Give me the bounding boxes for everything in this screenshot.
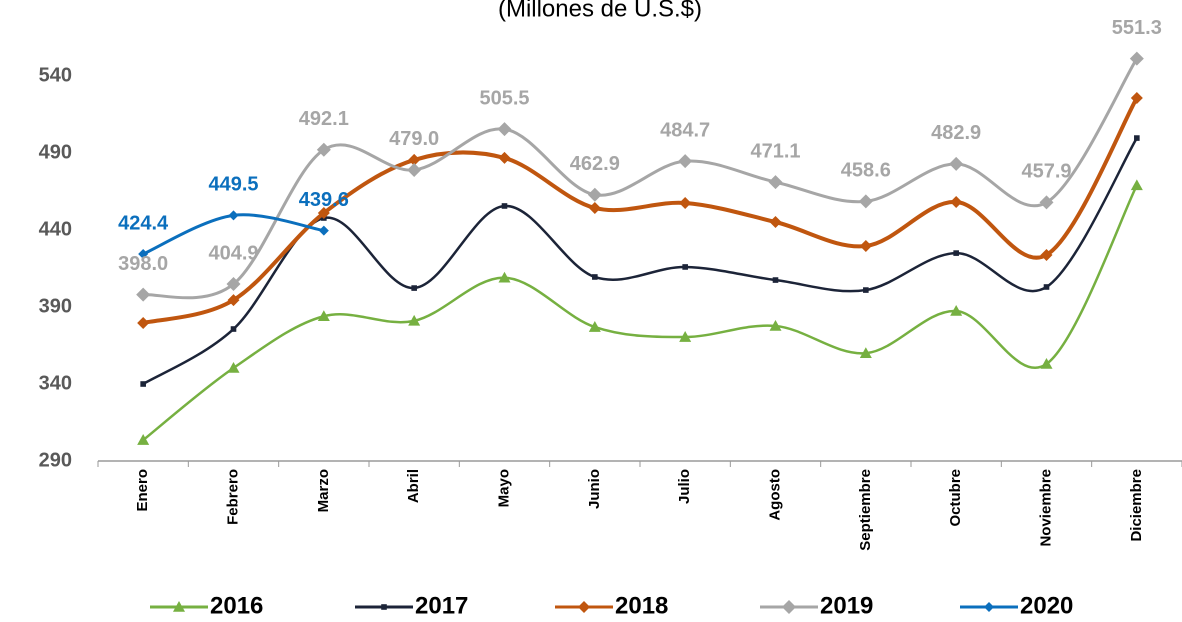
data-point [140, 381, 146, 387]
data-label: 492.1 [299, 108, 349, 130]
data-label: 484.7 [660, 119, 710, 141]
series-line [142, 57, 1139, 300]
data-point [228, 210, 239, 221]
y-tick-label: 440 [39, 218, 72, 240]
series-line [142, 137, 1138, 386]
data-point [769, 319, 782, 331]
x-tick-label: Abril [405, 469, 422, 503]
data-label: 457.9 [1021, 161, 1071, 183]
legend-label: 2016 [210, 592, 263, 619]
y-tick-label: 490 [39, 141, 72, 163]
data-point [407, 162, 422, 177]
legend-label: 2017 [415, 592, 468, 619]
data-point [1040, 248, 1053, 261]
legend-marker [984, 602, 994, 612]
data-point [949, 156, 964, 171]
x-tick-label: Septiembre [857, 469, 874, 551]
data-point [1043, 284, 1050, 290]
data-label: 439.6 [299, 189, 349, 211]
data-point [317, 207, 330, 220]
x-tick-label: Junio [586, 469, 603, 509]
data-label: 398.0 [118, 253, 168, 275]
x-tick-label: Diciembre [1128, 469, 1145, 542]
y-tick-label: 390 [39, 295, 72, 317]
data-point [137, 434, 150, 445]
x-tick-label: Noviembre [1037, 469, 1054, 547]
data-point [863, 287, 869, 293]
data-point [678, 154, 693, 169]
data-point [859, 347, 872, 358]
data-point [1129, 51, 1144, 66]
data-point [950, 305, 963, 316]
data-point [498, 151, 511, 164]
data-point [498, 271, 511, 283]
data-point [138, 249, 149, 260]
x-tick-label: Octubre [947, 469, 964, 527]
data-label: 458.6 [841, 160, 891, 182]
data-point [230, 326, 237, 332]
data-point [592, 274, 598, 280]
series-line [142, 184, 1138, 442]
series-line [142, 97, 1139, 325]
data-point [769, 215, 782, 228]
data-point [679, 197, 692, 210]
data-point [226, 277, 241, 292]
data-point [588, 201, 601, 214]
x-tick-label: Agosto [766, 469, 783, 521]
legend-label: 2019 [820, 592, 873, 619]
data-point [136, 287, 151, 302]
chart-subtitle: (Millones de U.S.$) [498, 0, 702, 22]
data-point [950, 195, 963, 208]
legend-marker [782, 600, 796, 614]
legend-label: 2018 [615, 592, 668, 619]
data-point [588, 321, 601, 332]
legend-marker [381, 604, 387, 610]
data-point [316, 142, 331, 157]
data-point [1039, 195, 1054, 210]
data-point [501, 203, 508, 209]
data-point [411, 285, 417, 291]
data-point [1040, 357, 1053, 369]
x-tick-label: Marzo [315, 469, 332, 512]
data-label: 462.9 [570, 153, 620, 175]
data-point [772, 277, 779, 283]
data-point [1130, 179, 1143, 191]
data-label: 449.5 [208, 174, 258, 196]
data-label: 471.1 [750, 140, 800, 162]
legend-label: 2020 [1020, 592, 1073, 619]
data-point [859, 240, 872, 253]
data-point [408, 153, 421, 166]
data-point [227, 361, 240, 373]
legend-marker [578, 601, 590, 613]
x-tick-label: Julio [676, 469, 693, 504]
data-point [768, 175, 783, 190]
x-tick-label: Febrero [224, 469, 241, 525]
legend-marker [173, 601, 185, 612]
data-point [679, 331, 692, 342]
data-label: 482.9 [931, 122, 981, 144]
data-point [1134, 135, 1140, 141]
data-point [858, 194, 873, 209]
y-tick-label: 340 [39, 372, 72, 394]
data-point [137, 317, 150, 330]
data-label: 505.5 [479, 87, 529, 109]
data-point [682, 264, 688, 270]
data-point [587, 187, 602, 202]
data-point [227, 294, 240, 307]
data-point [953, 250, 959, 256]
data-point [1130, 92, 1143, 105]
data-label: 479.0 [389, 128, 439, 150]
data-point [408, 314, 421, 326]
data-point [497, 122, 512, 137]
y-tick-label: 290 [39, 449, 72, 471]
data-label: 404.9 [208, 242, 258, 264]
data-label: 424.4 [118, 212, 169, 234]
x-tick-label: Enero [134, 469, 151, 512]
data-label: 551.3 [1112, 17, 1162, 39]
y-tick-label: 540 [39, 64, 72, 86]
x-tick-label: Mayo [495, 469, 512, 507]
data-point [317, 310, 330, 322]
data-point [318, 225, 329, 236]
